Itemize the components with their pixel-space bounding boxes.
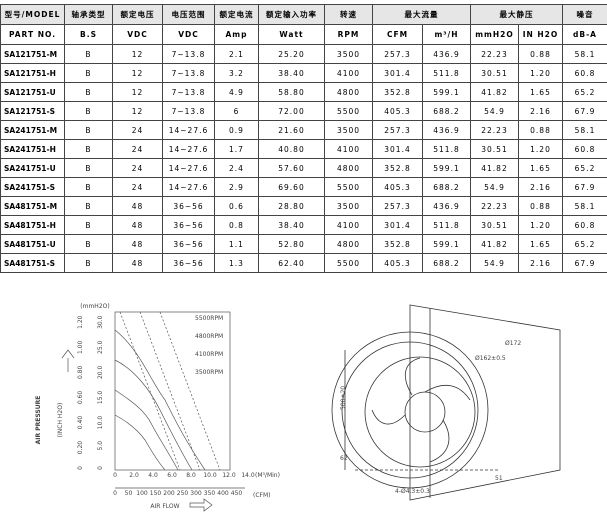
table-cell: 405.3: [372, 253, 423, 273]
chart-labels: AIR PRESSURE AIR FLOW (INCH H2O) (mmH2O) 0 5.…: [35, 303, 280, 510]
curve: [114, 359, 193, 471]
mm-tick: 30.0: [97, 315, 104, 329]
y-axis-label: AIR PRESSURE: [35, 396, 42, 445]
header-cell: 最大静压: [470, 4, 563, 25]
hub: [404, 391, 446, 433]
m3-tick: 2.0: [129, 472, 139, 479]
header-cell: 轴承类型: [64, 4, 113, 25]
housing-inner: [341, 341, 479, 479]
dimension-label: Ø172: [505, 340, 521, 347]
m3-tick: 14.0: [241, 472, 255, 479]
table-row: SA481751-H B 48 36~56 0.8 38.40 4100 301.4 511.8…: [0, 215, 607, 235]
curve-label: 5500RPM: [195, 315, 223, 322]
cfm-tick: 350: [204, 490, 216, 497]
dimension-label: 62: [340, 455, 348, 462]
dimension-label: Ø162±0.5: [475, 355, 506, 362]
right-arrow: [189, 498, 213, 512]
m3-tick: 10.0: [203, 472, 217, 479]
inch-tick: 1.20: [77, 315, 84, 329]
m3-tick: 12.0: [222, 472, 236, 479]
m3-tick: 0: [113, 472, 117, 479]
cfm-tick: 200: [163, 490, 175, 497]
x-axis-label: AIR FLOW: [150, 503, 179, 510]
header-cell: 额定电流: [214, 4, 259, 25]
panel: [409, 304, 561, 501]
mm-tick: 5.0: [97, 441, 104, 451]
m3-tick: 4.0: [148, 472, 158, 479]
drawing-labels: Ø172 Ø162±0.5 4-Ø4.3±0.3 51 62 500±20: [340, 340, 521, 495]
up-arrow: [61, 349, 75, 372]
table-cell: SA481751-S: [0, 253, 65, 273]
curve-chart: [61, 311, 245, 512]
inch-tick: 0: [77, 466, 84, 470]
table-row: SA121751-S B 12 7~13.8 6 72.00 5500 405.3 688.2 5…: [0, 101, 607, 121]
curve-label: 4100RPM: [195, 351, 223, 358]
cfm-tick: 250: [177, 490, 189, 497]
table-cell: 1.3: [214, 253, 259, 273]
mm-tick: 25.0: [97, 340, 104, 354]
inch-tick: 0.60: [77, 391, 84, 405]
mm-tick: 15.0: [97, 391, 104, 405]
table-cell: 5500: [324, 253, 373, 273]
cfm-tick: 50: [125, 490, 133, 497]
dimension-label: 500±20: [340, 386, 347, 410]
spec-table: 型号/MODEL 轴承类型 额定电压 电压范围 额定电流 额定输入功率 转速 最大流量 最大静压…: [0, 4, 607, 273]
mm-tick: 10.0: [97, 416, 104, 430]
cfm-tick: 0: [113, 490, 117, 497]
unit-label: (mmH2O): [80, 303, 109, 310]
inch-tick: 0.40: [77, 416, 84, 430]
cfm-tick: 150: [150, 490, 162, 497]
unit-label: (M³/Min): [255, 472, 280, 479]
curve: [114, 389, 179, 471]
plot-frame: [114, 311, 231, 471]
dimension-label: 51: [495, 475, 503, 482]
table-row: SA241751-U B 24 14~27.6 2.4 57.60 4800 352.8 599…: [0, 158, 607, 178]
inch-tick: 0.20: [77, 441, 84, 455]
inch-tick: 1.00: [77, 340, 84, 354]
m3-tick: 8.0: [186, 472, 196, 479]
fan-drawing: [331, 304, 561, 501]
curve: [114, 414, 166, 471]
table-row: SA481751-U B 48 36~56 1.1 52.80 4800 352.8 599.1…: [0, 234, 607, 254]
table-row: SA241751-H B 24 14~27.6 1.7 40.80 4100 301.4 511…: [0, 139, 607, 159]
cfm-tick: 100: [136, 490, 148, 497]
blades: [371, 357, 471, 463]
venturi: [364, 356, 476, 468]
mm-tick: 0: [97, 466, 104, 470]
header-cell: 转速: [324, 4, 373, 25]
inch-tick: 0.80: [77, 365, 84, 379]
header-cell: 额定输入功率: [258, 4, 325, 25]
housing: [331, 331, 489, 489]
table-cell: 688.2: [422, 253, 471, 273]
cfm-tick: 300: [190, 490, 202, 497]
header-cell: 最大流量: [372, 4, 471, 25]
table-cell: 54.9: [470, 253, 519, 273]
resistance-line: [119, 311, 221, 471]
curve-label: 4800RPM: [195, 333, 223, 340]
unit-label: (INCH H2O): [57, 403, 64, 438]
mm-tick: 20.0: [97, 365, 104, 379]
header-cell: 型号/MODEL: [0, 4, 65, 25]
table-row: SA121751-M B 12 7~13.8 2.1 25.20 3500 257.3 436.…: [0, 44, 607, 64]
cfm-tick: 450: [231, 490, 243, 497]
unit-row: PART NO. B.S VDC VDC Amp Watt RPM CFM m³/H mmH2O I…: [0, 24, 607, 45]
table-row: SA481751-S B 48 36~56 1.3 62.40 5500 405.3 688.2…: [0, 253, 607, 273]
table-row: SA241751-S B 24 14~27.6 2.9 69.60 5500 405.3 688…: [0, 177, 607, 197]
unit-label: (CFM): [253, 492, 271, 499]
m3-tick: 6.0: [167, 472, 177, 479]
cfm-tick: 400: [217, 490, 229, 497]
curve: [114, 329, 206, 471]
curve-label: 3500RPM: [195, 369, 223, 376]
table-body: SA121751-M B 12 7~13.8 2.1 25.20 3500 257.3 436.…: [0, 44, 607, 273]
dimension-label: 4-Ø4.3±0.3: [395, 488, 430, 495]
